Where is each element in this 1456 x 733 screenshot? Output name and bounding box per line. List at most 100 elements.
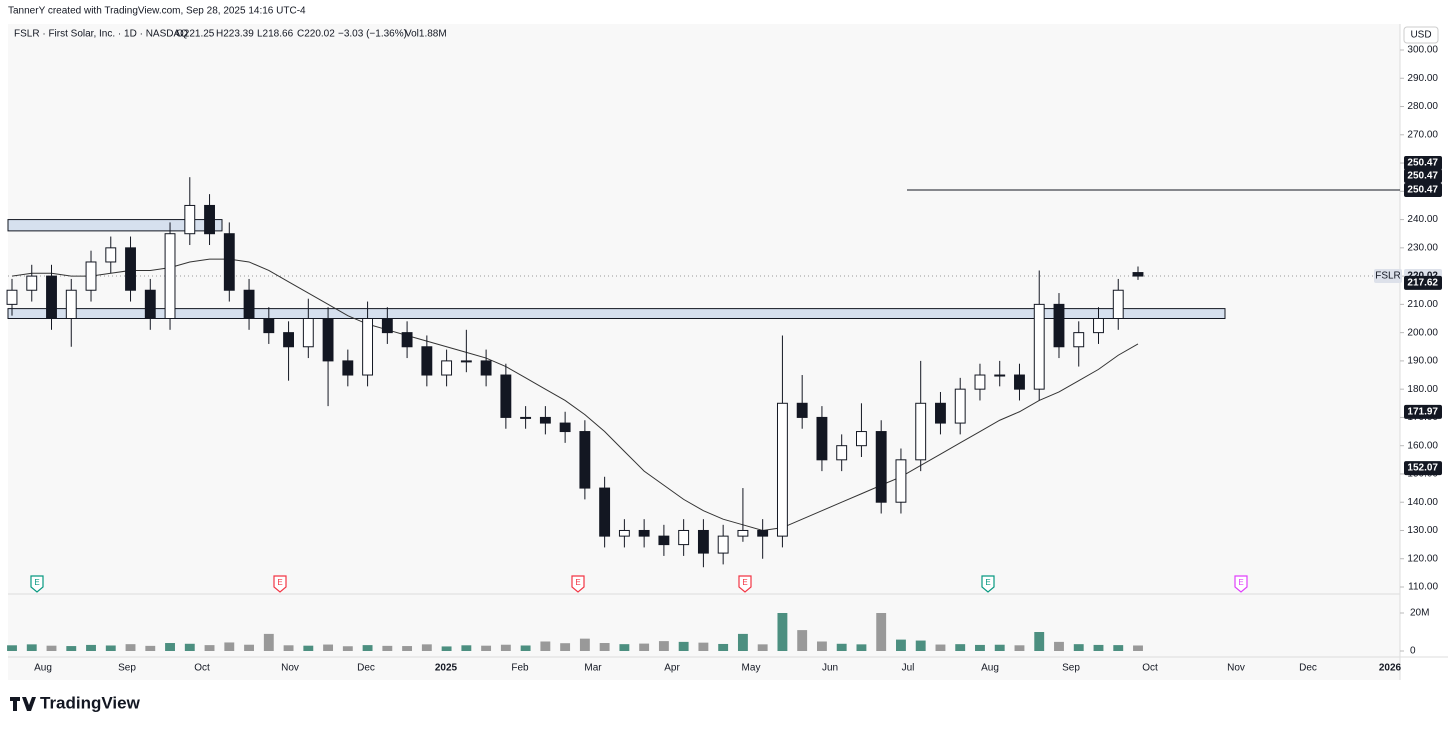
candle-body: [776, 402, 788, 537]
y-tick-label: 270.00: [1407, 129, 1438, 140]
volume-bar: [619, 644, 630, 651]
candle-body: [1053, 303, 1065, 348]
volume-bar: [481, 645, 492, 651]
volume-bar: [520, 645, 531, 651]
volume-bar: [560, 643, 571, 651]
volume-bar: [579, 638, 590, 651]
earnings-label: E: [575, 578, 580, 587]
y-tick-label: 110.00: [1408, 582, 1438, 593]
candle-body: [915, 402, 927, 461]
volume-bar: [421, 644, 432, 651]
y-tick-label: 160.00: [1407, 440, 1438, 451]
symbol-tag: [1374, 269, 1402, 284]
candle-body: [460, 360, 472, 363]
candle-body: [1112, 289, 1124, 320]
candle-body: [1093, 318, 1104, 334]
legend-symbol: FSLR · First Solar, Inc. · 1D · NASDAQ: [14, 29, 188, 40]
candle-body: [974, 374, 986, 390]
price-tag: [1404, 404, 1442, 419]
volume-bar: [737, 633, 748, 651]
candle-body: [164, 233, 176, 319]
price-tag-label: 217.62: [1407, 277, 1438, 288]
candle-body: [342, 360, 354, 376]
candle-body: [223, 233, 235, 291]
candle-body: [1014, 374, 1025, 390]
volume-bar: [244, 644, 254, 651]
earnings-marker: [738, 575, 752, 593]
candle-body: [401, 332, 413, 348]
candle-body: [1033, 303, 1045, 390]
volume-bar: [915, 640, 926, 651]
legend-change: −3.03 (−1.36%): [338, 29, 407, 40]
volume-bar: [896, 639, 906, 651]
volume-bar: [1133, 645, 1143, 651]
price-tag-label: 171.97: [1407, 406, 1438, 417]
y-tick-label: 240.00: [1407, 214, 1438, 225]
candle-body: [243, 289, 255, 320]
volume-bar: [876, 613, 887, 651]
candle-body: [480, 360, 492, 376]
y-tick-label: 120.00: [1407, 553, 1438, 564]
volume-bar: [698, 642, 709, 651]
x-tick-label: Nov: [281, 663, 299, 674]
earnings-marker: [571, 575, 585, 593]
x-tick-label: Mar: [584, 663, 602, 674]
earnings-label: E: [277, 578, 282, 587]
y-tick-label: 300.00: [1407, 45, 1438, 56]
candle-body: [618, 529, 630, 537]
candle-body: [500, 374, 512, 418]
y-tick-label: 230.00: [1407, 242, 1438, 253]
volume-bar: [757, 644, 768, 651]
x-tick-label: Apr: [664, 663, 680, 674]
candle-body: [283, 332, 294, 348]
y-tick-label: 180.00: [1407, 384, 1438, 395]
legend-open: O221.25: [176, 29, 215, 40]
currency-box[interactable]: [1403, 26, 1439, 44]
earnings-marker: [30, 575, 44, 593]
volume-bar: [86, 644, 96, 651]
candle-body: [697, 529, 709, 554]
volume-bar: [303, 645, 314, 651]
candle-body: [263, 318, 275, 334]
x-tick-label: Aug: [34, 663, 52, 674]
volume-bar: [184, 643, 195, 651]
volume-bar: [994, 644, 1005, 651]
volume-bar: [856, 644, 867, 651]
volume-bar: [540, 641, 551, 651]
volume-bar: [1054, 641, 1064, 651]
candle-body: [599, 487, 611, 537]
y-tick-label: 200.00: [1407, 327, 1438, 338]
candle-body: [579, 431, 591, 489]
candle-body: [204, 204, 215, 235]
y-tick-label: 280.00: [1407, 101, 1438, 112]
price-tag-label: 152.07: [1407, 463, 1438, 474]
price-zone: [7, 219, 223, 232]
moving-average: [11, 258, 1139, 531]
candle-body: [1132, 272, 1144, 277]
candle-body: [875, 431, 887, 503]
volume-bar: [382, 645, 393, 651]
volume-bar: [718, 643, 729, 651]
candle-body: [46, 275, 57, 319]
volume-bar: [658, 641, 669, 651]
legend-volume: Vol1.88M: [405, 29, 447, 40]
volume-bar: [816, 641, 827, 651]
volume-bar: [797, 630, 808, 651]
volume-tick-label: 0: [1410, 646, 1416, 657]
candle-body: [935, 402, 946, 424]
candle-body: [737, 529, 749, 537]
earnings-marker: [273, 575, 287, 593]
volume-bar: [777, 613, 788, 651]
volume-bar: [323, 644, 334, 651]
volume-bar: [283, 645, 294, 651]
price-tag: [1404, 183, 1442, 197]
volume-bar: [599, 643, 610, 651]
volume-bar: [500, 644, 511, 651]
volume-bar: [955, 644, 966, 651]
candle-body: [441, 360, 453, 376]
volume-bar: [935, 644, 946, 651]
volume-bar: [975, 644, 985, 651]
volume-bar: [66, 646, 77, 651]
y-tick-label: 130.00: [1407, 525, 1438, 536]
